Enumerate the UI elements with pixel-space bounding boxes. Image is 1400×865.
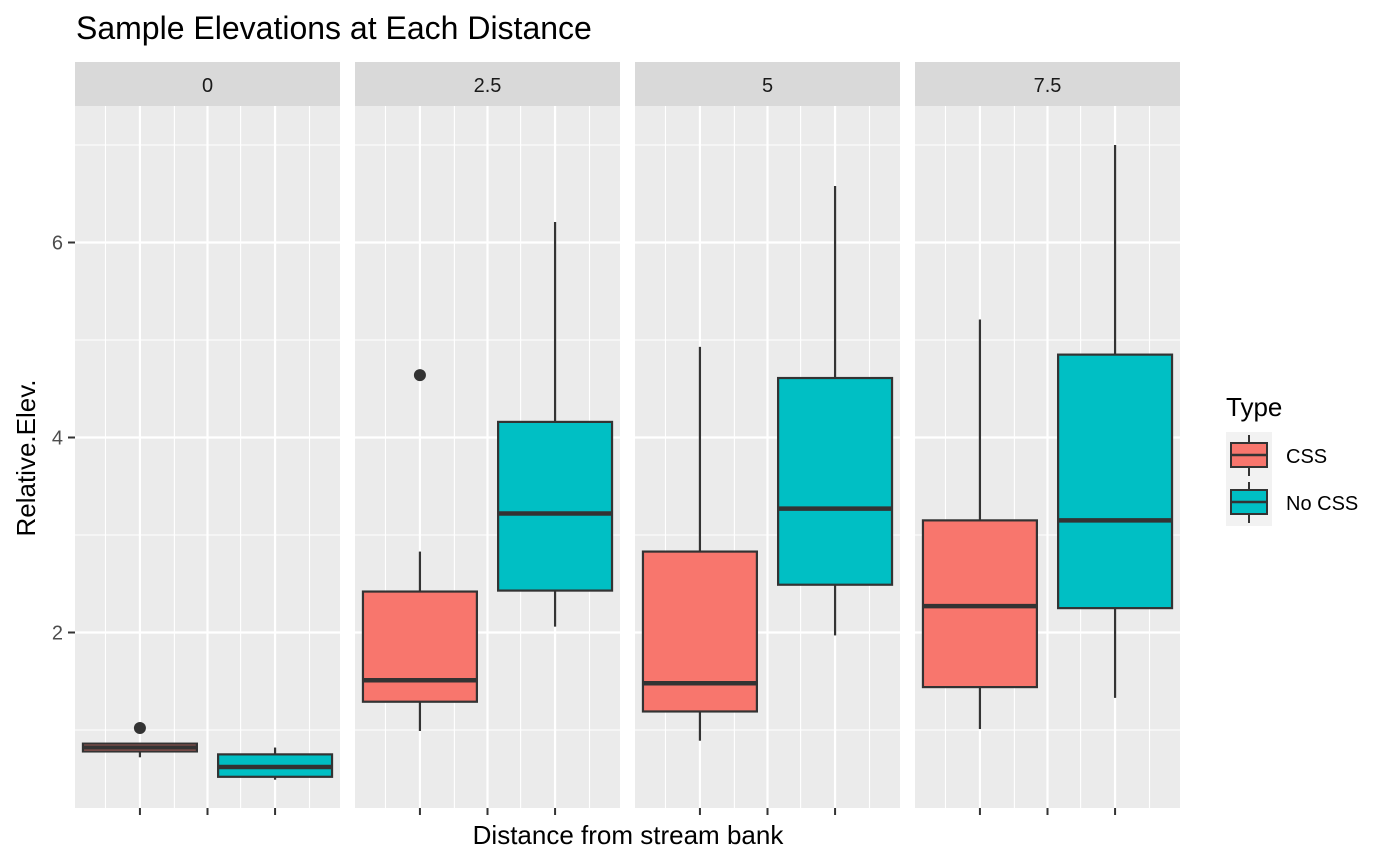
box-body [641,550,759,713]
legend-item-css: CSS [1230,435,1327,476]
box-css-2-5 [361,369,479,731]
y-tick-label: 6 [52,233,63,255]
chart-title: Sample Elevations at Each Distance [76,10,592,46]
facet-panel-0: 0 [75,62,340,815]
facet-panel-2-5: 2.5 [355,62,620,815]
facet-panel-7-5: 7.5 [915,62,1180,815]
legend-label: CSS [1286,446,1327,468]
facet-strip-label: 7.5 [1034,75,1062,97]
legend-item-no-css: No CSS [1230,482,1358,523]
box-no-css-7-5 [1056,145,1174,698]
box-no-css-5 [776,185,894,636]
box-no-css-0 [217,747,334,780]
y-tick-label: 4 [52,428,63,450]
box-css-7-5 [921,319,1039,730]
facet-strip [915,62,1180,106]
box-body [776,376,894,586]
facet-panel-5: 5 [635,62,900,815]
box-css-0 [81,722,198,758]
legend-label: No CSS [1286,493,1358,515]
facet-strip [635,62,900,106]
y-axis: 2 4 6 [52,233,75,645]
box-body [921,519,1039,689]
facet-strip-label: 5 [762,75,773,97]
legend-title: Type [1226,392,1282,422]
legend: Type CSS No CSS [1226,392,1358,526]
outlier-point [413,369,426,382]
outlier-point [133,722,146,735]
y-tick-label: 2 [52,623,63,645]
box-no-css-2-5 [497,222,614,627]
box-body [1056,353,1174,610]
facet-strip-label: 0 [202,75,213,97]
facet-strip [355,62,620,106]
box-body [361,590,479,703]
x-axis-title: Distance from stream bank [473,820,785,850]
y-axis-title: Relative.Elev. [11,379,41,536]
facet-strip [75,62,340,106]
facet-strip-label: 2.5 [474,75,502,97]
box-css-5 [641,346,759,741]
box-body [497,420,614,592]
facet-panels: 0 2.5 5 7.5 [75,62,1180,815]
